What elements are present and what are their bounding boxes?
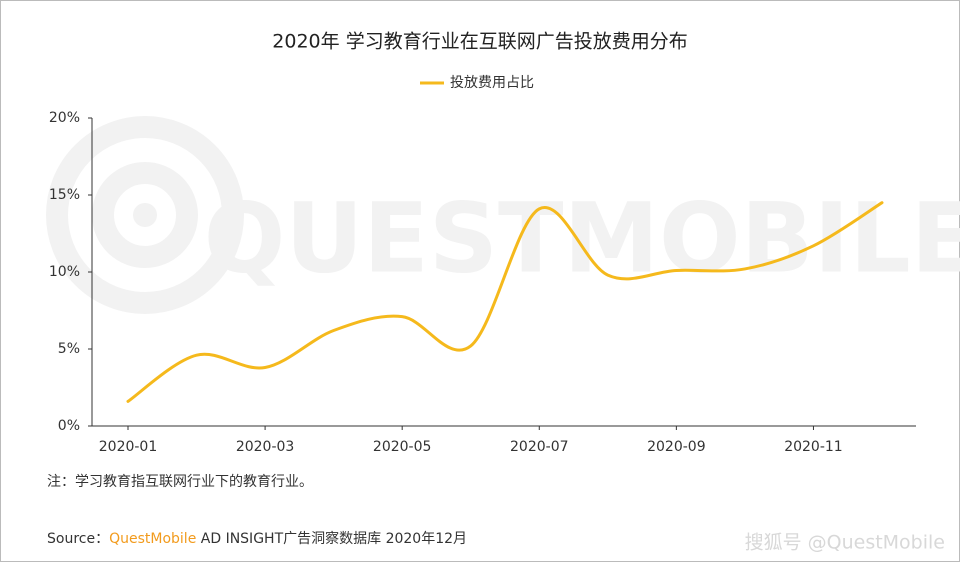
legend-label: 投放费用占比: [450, 75, 534, 91]
x-tick-label: 2020-03: [236, 439, 295, 455]
watermark-dot: [133, 203, 157, 227]
x-tick-label: 2020-01: [99, 439, 158, 455]
source-brand: QuestMobile: [109, 531, 196, 547]
source-prefix: Source：: [47, 531, 109, 547]
x-tick-label: 2020-05: [373, 439, 432, 455]
source-rest: AD INSIGHT广告洞察数据库 2020年12月: [196, 530, 467, 547]
y-tick-label: 20%: [49, 110, 80, 126]
y-tick-label: 5%: [58, 341, 80, 357]
source: Source：QuestMobile AD INSIGHT广告洞察数据库 202…: [47, 530, 467, 547]
x-tick-label: 2020-11: [784, 439, 843, 455]
line: [126, 201, 884, 403]
watermark-logo: [46, 116, 244, 314]
x-tick-label: 2020-09: [647, 439, 706, 455]
y-tick-label: 0%: [58, 418, 80, 434]
y-tick-label: 15%: [49, 187, 80, 203]
watermark: QUESTMOBILE: [204, 182, 960, 294]
x-tick-label: 2020-07: [510, 439, 569, 455]
chart-title: 2020年 学习教育行业在互联网广告投放费用分布: [272, 31, 687, 53]
y-tick-label: 10%: [49, 264, 80, 280]
note: 注：学习教育指互联网行业下的教育行业。: [47, 474, 313, 490]
credit: 搜狐号 @QuestMobile: [745, 532, 945, 554]
